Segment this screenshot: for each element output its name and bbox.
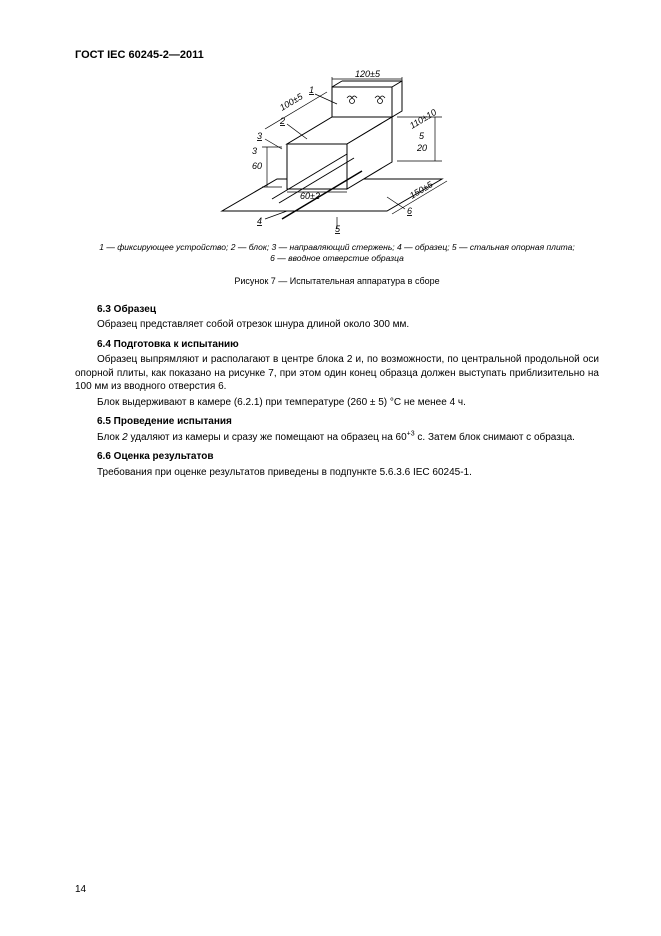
dim-base: 150±5 — [408, 179, 435, 201]
ref-4: 4 — [257, 216, 262, 226]
page-number: 14 — [75, 883, 86, 897]
figure-legend: 1 — фиксирующее устройство; 2 — блок; 3 … — [75, 242, 599, 265]
section-6-4-head: 6.4 Подготовка к испытанию — [97, 338, 599, 352]
section-6-3-head: 6.3 Образец — [97, 303, 599, 317]
dim-right-inner: 5 — [419, 131, 425, 141]
section-6-6-p1: Требования при оценке результатов привед… — [75, 466, 599, 480]
legend-line-2: 6 — вводное отверстие образца — [270, 253, 404, 263]
ref-3: 3 — [257, 131, 262, 141]
dim-right-depth: 110±10 — [408, 107, 438, 131]
ref-6: 6 — [407, 206, 412, 216]
dim-left-top: 100±5 — [278, 91, 305, 113]
legend-line-1: 1 — фиксирующее устройство; 2 — блок; 3 … — [99, 242, 575, 252]
s64-p2-pre: Блок выдерживают в камере (6.2.1) при те… — [97, 397, 370, 408]
s64-p2-pm: ± 5) °С не менее 4 ч. — [370, 397, 466, 408]
section-6-4-p2: Блок выдерживают в камере (6.2.1) при те… — [75, 396, 599, 410]
standard-header: ГОСТ IEC 60245-2—2011 — [75, 48, 599, 63]
s65-pre: Блок — [97, 432, 122, 443]
ref-2: 2 — [279, 116, 285, 126]
dim-center: 60±2 — [300, 191, 320, 201]
figure-7-diagram: 120±5 100±5 3 60 60±2 110±10 20 5 — [187, 69, 487, 234]
s65-post: с. Затем блок снимают с образца. — [415, 432, 575, 443]
ref-1: 1 — [309, 85, 314, 95]
section-6-4-p1: Образец выпрямляют и располагают в центр… — [75, 353, 599, 394]
s65-sup: +3 — [407, 431, 415, 438]
figure-caption: Рисунок 7 — Испытательная аппаратура в с… — [75, 275, 599, 287]
section-6-5-p1: Блок 2 удаляют из камеры и сразу же поме… — [75, 431, 599, 445]
s65-mid: удаляют из камеры и сразу же помещают на… — [128, 432, 407, 443]
dim-60: 60 — [252, 161, 262, 171]
section-6-3-p1: Образец представляет собой отрезок шнура… — [75, 318, 599, 332]
ref-5: 5 — [335, 224, 341, 234]
section-6-5-head: 6.5 Проведение испытания — [97, 415, 599, 429]
dim-top: 120±5 — [355, 69, 381, 79]
dim-right-h: 20 — [416, 143, 427, 153]
document-page: ГОСТ IEC 60245-2—2011 — [0, 0, 661, 936]
section-6-6-head: 6.6 Оценка результатов — [97, 450, 599, 464]
dim-3: 3 — [252, 146, 257, 156]
